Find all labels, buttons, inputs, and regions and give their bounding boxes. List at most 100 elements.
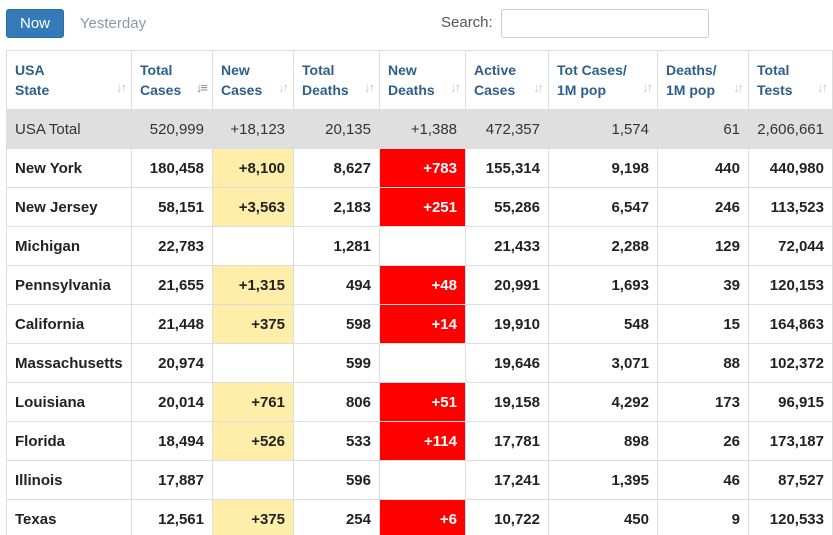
state-cell: Michigan — [6, 226, 132, 266]
column-header-label: Active — [474, 62, 517, 78]
tab-now[interactable]: Now — [6, 9, 64, 38]
state-cell: California — [6, 304, 132, 344]
column-header-label: New — [221, 62, 250, 78]
table-row: Michigan 22,783 1,281 21,433 2,288 129 72,044 — [6, 226, 833, 266]
table-row: California 21,448 +375 598 +14 19,910 548 15 164… — [6, 304, 833, 344]
table-row: Florida 18,494 +526 533 +114 17,781 898 26 173,1… — [6, 421, 833, 461]
new-cases-cell: +761 — [212, 382, 294, 422]
new-deaths-cell: +6 — [379, 499, 466, 535]
new-cases-cell — [212, 226, 294, 266]
column-header-label: Total — [140, 62, 173, 78]
column-header-label: Tot Cases/ — [557, 62, 627, 78]
total-cases-cell: 12,561 — [131, 499, 213, 535]
new-deaths-cell: +48 — [379, 265, 466, 305]
active-cases-cell: 17,241 — [465, 460, 549, 500]
new-deaths-cell — [379, 343, 466, 383]
column-header-new-cases[interactable]: New Cases ↓↑ — [212, 50, 294, 110]
cases-per-1m-cell: 6,547 — [548, 187, 658, 227]
sort-icon: ↓↑ — [533, 80, 544, 95]
total-tests-cell: 87,527 — [748, 460, 833, 500]
column-header-label: Deaths — [302, 82, 349, 98]
sort-descending-icon: ↓≡ — [195, 80, 208, 95]
total-tests-cell: 164,863 — [748, 304, 833, 344]
active-cases-cell: 155,314 — [465, 148, 549, 188]
deaths-per-1m-cell: 39 — [657, 265, 749, 305]
column-header-label: New — [388, 62, 417, 78]
new-deaths-cell: +114 — [379, 421, 466, 461]
deaths-per-1m-cell: 246 — [657, 187, 749, 227]
cases-per-1m-cell: 4,292 — [548, 382, 658, 422]
column-header-total-tests[interactable]: Total Tests ↓↑ — [748, 50, 833, 110]
header-row: USA State ↓↑ Total Cases ↓≡ New Cases ↓↑ Total… — [6, 50, 833, 110]
column-header-label: 1M pop — [666, 82, 715, 98]
total-cases-cell: 21,448 — [131, 304, 213, 344]
column-header-deaths-per-1m[interactable]: Deaths/1M pop ↓↑ — [657, 50, 749, 110]
total-tests-cell: 96,915 — [748, 382, 833, 422]
sort-icon: ↓↑ — [642, 80, 653, 95]
table-row: Pennsylvania 21,655 +1,315 494 +48 20,991 1,69… — [6, 265, 833, 305]
active-cases-cell: 19,158 — [465, 382, 549, 422]
new-deaths-cell: +783 — [379, 148, 466, 188]
deaths-per-1m-cell: 173 — [657, 382, 749, 422]
cases-per-1m-cell: 898 — [548, 421, 658, 461]
active-cases-cell: 19,910 — [465, 304, 549, 344]
state-cell: New York — [6, 148, 132, 188]
new-cases-cell: +18,123 — [212, 109, 294, 149]
column-header-state[interactable]: USA State ↓↑ — [6, 50, 132, 110]
sort-icon: ↓↑ — [450, 80, 461, 95]
total-deaths-cell: 8,627 — [293, 148, 380, 188]
table-row: Texas 12,561 +375 254 +6 10,722 450 9 120,533 — [6, 499, 833, 535]
state-cell: USA Total — [6, 109, 132, 149]
total-cases-cell: 520,999 — [131, 109, 213, 149]
table-row: Illinois 17,887 596 17,241 1,395 46 87,527 — [6, 460, 833, 500]
total-deaths-cell: 598 — [293, 304, 380, 344]
table-row: Louisiana 20,014 +761 806 +51 19,158 4,292 173 9… — [6, 382, 833, 422]
sort-icon: ↓↑ — [817, 80, 828, 95]
column-header-label: Cases — [221, 82, 263, 98]
toolbar: Now Yesterday Search: — [0, 0, 833, 50]
new-deaths-cell: +1,388 — [379, 109, 466, 149]
total-deaths-cell: 596 — [293, 460, 380, 500]
new-cases-cell: +1,315 — [212, 265, 294, 305]
new-cases-cell: +8,100 — [212, 148, 294, 188]
total-cases-cell: 58,151 — [131, 187, 213, 227]
deaths-per-1m-cell: 9 — [657, 499, 749, 535]
column-header-new-deaths[interactable]: New Deaths ↓↑ — [379, 50, 466, 110]
total-tests-cell: 173,187 — [748, 421, 833, 461]
new-cases-cell: +375 — [212, 304, 294, 344]
new-cases-cell: +375 — [212, 499, 294, 535]
total-tests-cell: 113,523 — [748, 187, 833, 227]
tab-yesterday[interactable]: Yesterday — [79, 15, 147, 32]
sort-icon: ↓↑ — [733, 80, 744, 95]
column-header-label: Deaths — [388, 82, 435, 98]
deaths-per-1m-cell: 61 — [657, 109, 749, 149]
column-header-total-cases[interactable]: Total Cases ↓≡ — [131, 50, 213, 110]
cases-per-1m-cell: 3,071 — [548, 343, 658, 383]
state-cell: Illinois — [6, 460, 132, 500]
new-deaths-cell — [379, 226, 466, 266]
total-tests-cell: 120,153 — [748, 265, 833, 305]
cases-per-1m-cell: 1,693 — [548, 265, 658, 305]
column-header-label: Total — [302, 62, 335, 78]
column-header-label: USA — [15, 62, 45, 78]
active-cases-cell: 21,433 — [465, 226, 549, 266]
new-deaths-cell: +251 — [379, 187, 466, 227]
new-cases-cell: +3,563 — [212, 187, 294, 227]
total-deaths-cell: 533 — [293, 421, 380, 461]
column-header-label: Tests — [757, 82, 793, 98]
state-cell: New Jersey — [6, 187, 132, 227]
total-tests-cell: 120,533 — [748, 499, 833, 535]
table-row: New York 180,458 +8,100 8,627 +783 155,314 9,1… — [6, 148, 833, 188]
sort-icon: ↓↑ — [116, 80, 127, 95]
deaths-per-1m-cell: 26 — [657, 421, 749, 461]
column-header-cases-per-1m[interactable]: Tot Cases/1M pop ↓↑ — [548, 50, 658, 110]
column-header-total-deaths[interactable]: Total Deaths ↓↑ — [293, 50, 380, 110]
search-input[interactable] — [501, 9, 709, 38]
sort-icon: ↓↑ — [278, 80, 289, 95]
sort-icon: ↓↑ — [364, 80, 375, 95]
total-deaths-cell: 494 — [293, 265, 380, 305]
deaths-per-1m-cell: 129 — [657, 226, 749, 266]
column-header-active-cases[interactable]: Active Cases ↓↑ — [465, 50, 549, 110]
new-cases-cell — [212, 460, 294, 500]
total-tests-cell: 102,372 — [748, 343, 833, 383]
